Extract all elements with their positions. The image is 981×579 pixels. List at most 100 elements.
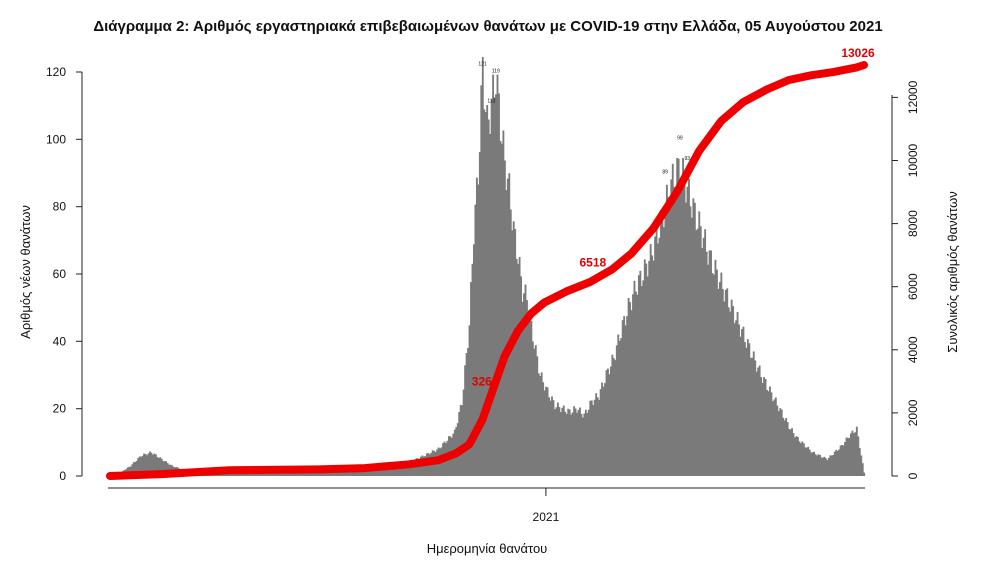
daily-bar (268, 472, 271, 476)
daily-bar (671, 163, 674, 476)
daily-bar (689, 206, 692, 477)
daily-bar (745, 347, 748, 476)
daily-bar (805, 447, 808, 476)
daily-bar (247, 472, 250, 476)
daily-bar (702, 237, 705, 476)
daily-bar (601, 382, 603, 476)
daily-bar (490, 99, 493, 476)
daily-bar (829, 455, 832, 476)
daily-bar (755, 371, 758, 476)
y-tick-label: 120 (46, 65, 66, 79)
daily-bar (605, 370, 608, 476)
y2-tick-label: 8000 (906, 210, 920, 237)
daily-bar (312, 472, 315, 476)
daily-bar (520, 276, 522, 476)
daily-bar (611, 354, 614, 476)
daily-bar (542, 382, 545, 476)
daily-bar (313, 472, 316, 476)
daily-bar (316, 472, 319, 476)
daily-bar (232, 472, 235, 476)
daily-bar (836, 450, 839, 476)
daily-bar (705, 251, 708, 476)
daily-bar (296, 472, 299, 476)
y2-tick-label: 2000 (906, 399, 920, 426)
daily-bar (498, 93, 500, 476)
daily-bar (564, 411, 567, 476)
daily-bar (802, 443, 805, 476)
daily-bar (845, 437, 848, 476)
daily-bar (604, 383, 606, 476)
daily-bar (325, 471, 328, 476)
daily-bar (315, 472, 318, 476)
daily-bar (285, 472, 288, 476)
daily-bar (256, 472, 259, 476)
daily-bar (637, 275, 640, 476)
daily-bar (584, 409, 587, 476)
daily-bar (623, 316, 626, 476)
daily-bar (682, 158, 684, 477)
daily-bar (640, 285, 643, 476)
daily-bar (246, 472, 249, 476)
daily-bar (583, 413, 586, 476)
daily-bar (720, 272, 723, 476)
daily-bar (713, 274, 715, 476)
daily-bar (540, 372, 543, 476)
daily-bar (673, 187, 676, 477)
daily-bar (664, 209, 667, 476)
daily-bar (319, 472, 322, 476)
daily-bar (228, 472, 231, 476)
daily-bar (411, 460, 414, 476)
daily-bar (244, 472, 247, 476)
daily-bar (680, 176, 683, 476)
daily-bar (630, 310, 633, 476)
daily-bar (517, 263, 520, 476)
daily-bar (473, 244, 475, 476)
daily-bar (614, 360, 617, 476)
daily-bar (327, 471, 330, 476)
daily-bar (462, 389, 465, 476)
bar-labels-group: 121 119 110 99 89 93 (478, 62, 690, 176)
daily-bar (593, 399, 596, 476)
daily-bar (651, 255, 654, 476)
daily-bar (524, 284, 527, 476)
daily-bar (543, 390, 546, 476)
daily-bar (508, 173, 511, 477)
daily-bar (789, 429, 792, 476)
daily-bar (324, 471, 327, 476)
daily-bar (414, 459, 416, 476)
daily-bar (272, 472, 275, 476)
daily-bar (537, 373, 540, 476)
daily-bar (137, 458, 140, 476)
daily-bar (810, 452, 813, 476)
daily-bar (738, 324, 740, 476)
daily-bar (695, 230, 698, 476)
daily-bar (766, 389, 768, 476)
daily-bar (253, 472, 256, 476)
daily-bar (565, 413, 568, 476)
daily-bar (639, 270, 642, 476)
daily-bar (636, 294, 639, 476)
daily-bar (717, 288, 720, 476)
daily-bar (749, 357, 752, 476)
daily-bar (240, 472, 243, 476)
chart-title: Διάγραμμα 2: Αριθμός εργαστηριακά επιβεβ… (93, 18, 882, 35)
daily-bar (506, 178, 509, 476)
daily-bar (857, 436, 860, 476)
daily-bar (281, 472, 284, 476)
daily-bar (151, 454, 154, 476)
daily-bar (545, 386, 548, 476)
daily-bar (645, 263, 648, 476)
y-axis-title-right: Συνολικός αριθμός θανάτων (945, 191, 960, 352)
daily-bar (271, 472, 274, 476)
daily-bar (688, 178, 690, 477)
daily-bar (609, 366, 612, 476)
daily-bar (707, 264, 710, 476)
daily-bar (615, 345, 618, 476)
daily-bar (265, 472, 268, 476)
daily-bar (318, 472, 321, 476)
daily-bar (336, 470, 338, 476)
daily-bar (311, 472, 313, 476)
daily-bar (799, 443, 802, 476)
daily-bar (654, 236, 657, 476)
daily-bar (767, 391, 770, 476)
